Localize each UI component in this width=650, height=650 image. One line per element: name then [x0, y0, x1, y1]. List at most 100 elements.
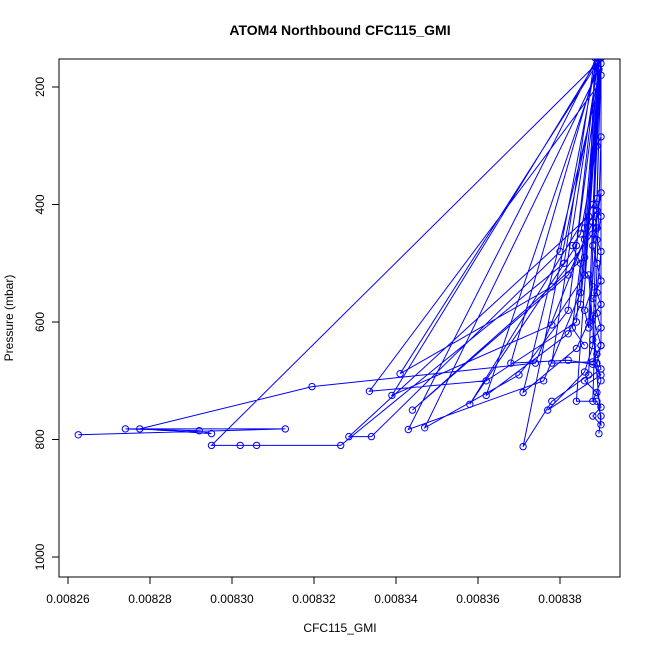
data-point	[591, 59, 599, 62]
data-point	[597, 365, 605, 373]
data-point	[597, 212, 605, 221]
y-axis-label: Pressure (mbar)	[2, 275, 16, 362]
data-point	[597, 59, 605, 62]
data-point	[597, 71, 605, 80]
x-tick-label: 0.00828	[128, 592, 172, 606]
data-point	[121, 425, 130, 433]
y-tick-label: 1000	[33, 543, 47, 570]
data-point	[580, 224, 589, 232]
data-point	[593, 142, 601, 150]
y-tick-label: 600	[33, 312, 47, 332]
data-point	[593, 206, 601, 215]
data-point	[589, 200, 597, 209]
data-point	[136, 425, 144, 433]
data-point	[515, 371, 523, 379]
data-point	[466, 400, 474, 408]
data-point	[595, 429, 603, 438]
y-axis: 200 400 600 800 1000	[33, 77, 60, 570]
data-point	[580, 236, 589, 244]
data-point	[576, 288, 585, 297]
data-point	[548, 397, 556, 405]
data-point	[539, 377, 548, 385]
data-point	[585, 324, 593, 332]
x-tick-label: 0.00830	[210, 592, 254, 606]
data-point	[482, 391, 490, 400]
data-point	[580, 377, 589, 385]
data-point	[585, 212, 593, 221]
data-point	[597, 421, 605, 429]
data-point	[593, 350, 601, 358]
data-point	[593, 388, 601, 397]
y-tick-label: 400	[33, 194, 47, 214]
data-point	[195, 427, 203, 435]
data-point	[597, 377, 605, 385]
x-tick-label: 0.00836	[456, 592, 500, 606]
data-point	[404, 425, 412, 434]
data-point	[580, 271, 589, 279]
data-point	[597, 277, 605, 285]
data-point	[281, 425, 289, 433]
x-axis: 0.00826 0.00828 0.00830 0.00832 0.00834 0.008…	[46, 576, 582, 606]
data-point	[589, 283, 597, 291]
data-point	[564, 271, 572, 279]
data-point	[421, 424, 429, 432]
data-point	[576, 230, 585, 238]
data-point	[408, 406, 417, 414]
data-point	[560, 259, 568, 267]
data-point	[597, 324, 605, 332]
data-point	[597, 403, 605, 411]
data-point	[593, 83, 601, 91]
y-tick-label: 200	[33, 77, 47, 97]
data-point	[580, 341, 589, 350]
data-point	[564, 330, 572, 338]
data-point	[593, 288, 601, 297]
data-point	[595, 59, 603, 62]
data-point	[396, 370, 404, 378]
data-point	[572, 397, 581, 405]
data-point	[597, 247, 605, 256]
data-point	[548, 359, 556, 367]
data-point	[580, 306, 589, 314]
data-point	[519, 442, 527, 451]
x-tick-label: 0.00834	[374, 592, 418, 606]
series-line-1	[78, 59, 602, 447]
data-point	[576, 300, 585, 309]
data-point	[388, 391, 396, 400]
y-tick-label: 800	[33, 429, 47, 449]
data-point	[572, 241, 581, 250]
data-point	[593, 59, 601, 62]
data-point	[365, 387, 374, 395]
x-tick-label: 0.00838	[538, 592, 582, 606]
data-point	[556, 247, 564, 256]
data-point	[597, 300, 605, 309]
data-point	[236, 441, 244, 450]
data-point	[252, 441, 261, 450]
data-point	[207, 429, 216, 438]
data-point	[593, 259, 601, 267]
data-point	[507, 359, 515, 367]
data-point	[207, 441, 216, 450]
x-axis-label: CFC115_GMI	[303, 621, 376, 635]
data-point	[345, 432, 353, 441]
data-point	[597, 189, 605, 197]
series-layer	[74, 59, 605, 451]
data-point	[564, 306, 572, 314]
data-point	[576, 259, 585, 267]
data-point	[548, 283, 556, 291]
data-point	[589, 312, 597, 320]
data-point	[74, 431, 83, 439]
data-point	[593, 359, 601, 367]
series-line-2	[571, 136, 602, 427]
data-point	[593, 224, 601, 232]
data-point	[531, 359, 540, 367]
data-point	[589, 294, 597, 303]
data-point	[589, 335, 597, 344]
data-point	[589, 412, 597, 420]
data-point	[564, 356, 572, 364]
data-point	[593, 236, 601, 244]
x-tick-label: 0.00832	[292, 592, 336, 606]
data-point	[589, 341, 597, 350]
data-point	[597, 341, 605, 350]
